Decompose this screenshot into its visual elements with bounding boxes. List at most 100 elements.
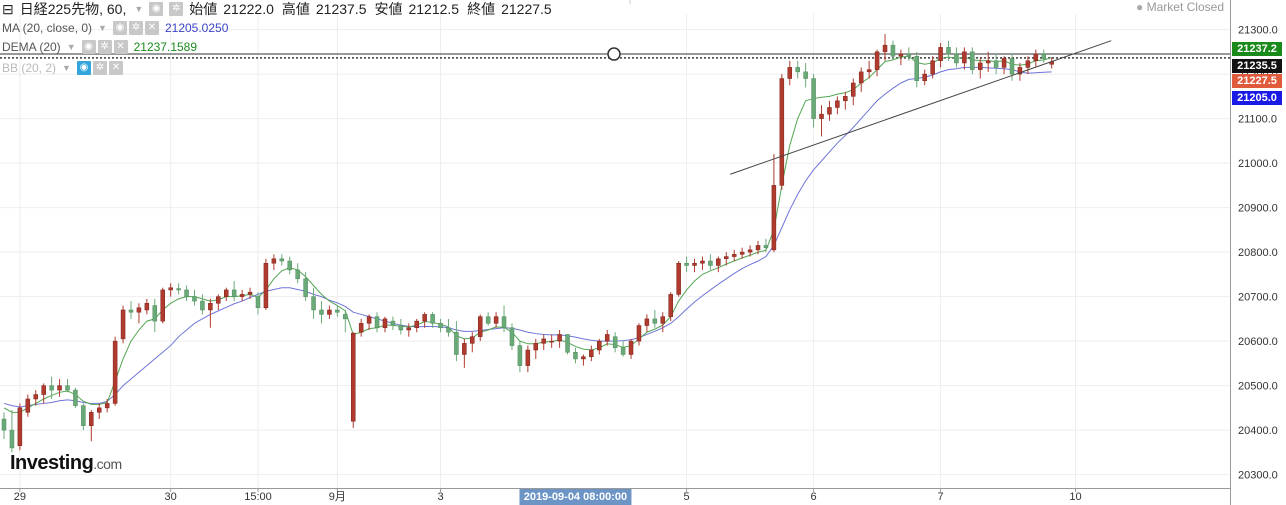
collapse-icon[interactable]: ⊟ [2, 1, 14, 17]
close-icon[interactable]: ✕ [144, 21, 159, 35]
candle-body [541, 338, 546, 344]
candle-body [724, 256, 729, 260]
x-tick-label: 30 [165, 491, 177, 503]
candle-body [470, 336, 475, 344]
candle-body [382, 318, 388, 329]
candle-body [866, 69, 872, 73]
candle-body [374, 316, 380, 329]
candle-body [843, 96, 848, 102]
candle-body [636, 325, 642, 342]
y-tick-label: 21300.0 [1238, 25, 1278, 37]
x-tick-label: 9月 [329, 491, 346, 503]
line-handle[interactable] [607, 47, 621, 61]
symbol-name[interactable]: 日経225先物, 60, [19, 1, 127, 17]
candle-body [89, 412, 94, 426]
ma-name: MA (20, close, 0) [2, 21, 93, 35]
candle-body [9, 429, 15, 449]
candle-body [17, 407, 23, 446]
candle-body [390, 320, 396, 326]
candle-body [604, 334, 610, 342]
indicator-bb[interactable]: BB (20, 2) ▼ ◉ ✲ ✕ [2, 59, 125, 77]
candle-body [946, 47, 951, 55]
y-tick-label: 21000.0 [1238, 158, 1278, 170]
y-tick-label: 20700.0 [1238, 292, 1278, 304]
eye-icon[interactable]: ◉ [149, 2, 164, 16]
candle-body [287, 260, 292, 271]
close-label: 終値 [467, 1, 496, 17]
chevron-down-icon[interactable]: ▼ [66, 42, 76, 52]
price-tag-line: 21235.5 [1232, 59, 1282, 73]
eye-icon[interactable]: ◉ [112, 21, 127, 35]
close-icon[interactable]: ✕ [113, 40, 128, 54]
candle-body [1001, 58, 1007, 68]
candle-body [565, 334, 570, 353]
ma-value: 21205.0250 [164, 21, 229, 35]
candle-body [41, 385, 46, 395]
candle-body [652, 318, 658, 324]
candle-body [343, 314, 348, 320]
candle-body [509, 327, 515, 346]
gear-icon[interactable]: ✲ [169, 2, 184, 16]
chevron-down-icon[interactable]: ▼ [62, 63, 71, 73]
y-tick-label: 20400.0 [1238, 425, 1278, 437]
chevron-down-icon[interactable]: ▼ [134, 4, 144, 14]
y-tick-label: 21100.0 [1238, 114, 1277, 126]
gear-icon[interactable]: ✲ [97, 40, 112, 54]
candle-body [200, 300, 205, 311]
candle-body [525, 349, 531, 366]
candle-body [223, 289, 229, 297]
chevron-down-icon[interactable]: ▼ [98, 23, 107, 33]
gear-icon[interactable]: ✲ [92, 61, 107, 75]
candle-body [747, 249, 753, 253]
candle-body [279, 258, 285, 262]
candle-body [208, 303, 213, 311]
price-tag-dema: 21237.2 [1232, 42, 1282, 56]
candle-body [795, 67, 800, 73]
candle-body [255, 296, 261, 308]
price-tag-last: 21227.5 [1232, 74, 1282, 88]
candle-body [144, 303, 150, 311]
y-tick-label: 20800.0 [1238, 247, 1278, 259]
candle-body [57, 385, 62, 391]
candle-body [620, 347, 626, 355]
candle-body [589, 349, 594, 357]
indicator-ma[interactable]: MA (20, close, 0) ▼ ◉ ✲ ✕ 21205.0250 [2, 19, 228, 37]
candle-body [962, 51, 967, 64]
candle-body [319, 309, 324, 315]
candle-body [398, 325, 404, 331]
candle-body [414, 320, 419, 329]
candle-body [954, 53, 959, 64]
y-tick-label: 20500.0 [1238, 381, 1278, 393]
candle-body [612, 336, 618, 349]
candle-body [446, 327, 451, 333]
candle-body [581, 356, 586, 360]
candle-body [104, 403, 110, 409]
candle-body [755, 245, 761, 251]
x-tick-label: 5 [684, 491, 690, 503]
candle-body [597, 340, 602, 351]
candle-body [549, 340, 554, 343]
market-status-text: Market Closed [1146, 0, 1224, 14]
close-icon[interactable]: ✕ [108, 61, 123, 75]
candle-body [184, 289, 189, 297]
candle-body [120, 309, 126, 340]
candle-body [112, 340, 118, 404]
eye-icon[interactable]: ◉ [81, 40, 96, 54]
x-tick-label: 29 [14, 491, 26, 503]
candle-body [779, 78, 785, 186]
candle-body [192, 296, 197, 302]
candle-body [874, 51, 880, 70]
bb-name: BB (20, 2) [2, 61, 57, 75]
high-label: 高値 [281, 1, 310, 17]
crosshair-date-box [519, 489, 632, 505]
eye-icon[interactable]: ◉ [76, 61, 91, 75]
candle-body [1017, 67, 1023, 75]
candle-body [970, 51, 975, 70]
candle-body [327, 309, 332, 315]
price-tag-ma: 21205.0 [1232, 91, 1282, 105]
candle-body [25, 398, 31, 413]
candle-body [65, 385, 70, 391]
gear-icon[interactable]: ✲ [128, 21, 143, 35]
indicator-dema[interactable]: DEMA (20) ▼ ◉ ✲ ✕ 21237.1589 [2, 38, 197, 56]
